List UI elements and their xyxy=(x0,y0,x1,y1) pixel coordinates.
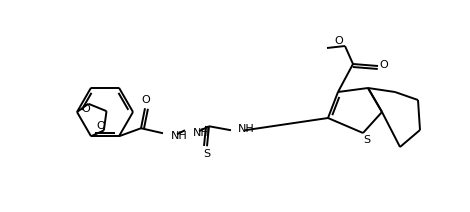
Text: S: S xyxy=(204,149,211,159)
Text: NH: NH xyxy=(238,124,255,134)
Text: O: O xyxy=(141,95,150,105)
Text: O: O xyxy=(380,60,388,70)
Text: O: O xyxy=(335,36,344,46)
Text: O: O xyxy=(96,121,105,131)
Text: NH: NH xyxy=(171,131,188,141)
Text: NH: NH xyxy=(193,128,210,138)
Text: O: O xyxy=(81,104,90,114)
Text: S: S xyxy=(363,135,370,145)
